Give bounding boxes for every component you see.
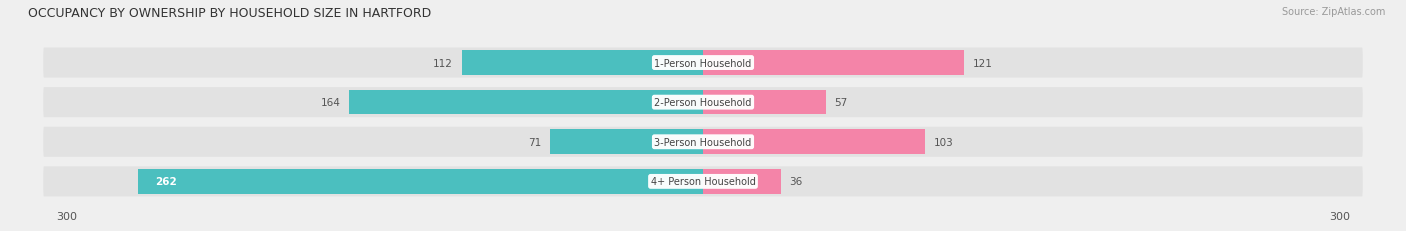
Text: 300: 300: [1329, 211, 1350, 221]
Text: 300: 300: [56, 211, 77, 221]
FancyBboxPatch shape: [44, 48, 1362, 78]
FancyBboxPatch shape: [44, 127, 1362, 157]
Text: OCCUPANCY BY OWNERSHIP BY HOUSEHOLD SIZE IN HARTFORD: OCCUPANCY BY OWNERSHIP BY HOUSEHOLD SIZE…: [28, 7, 432, 20]
Text: 4+ Person Household: 4+ Person Household: [651, 177, 755, 187]
Bar: [703, 169, 780, 194]
Bar: [461, 51, 703, 76]
Bar: [138, 169, 703, 194]
Text: 2-Person Household: 2-Person Household: [654, 98, 752, 108]
Bar: [550, 130, 703, 154]
Text: 71: 71: [529, 137, 541, 147]
Text: 262: 262: [156, 177, 177, 187]
Text: 1-Person Household: 1-Person Household: [654, 58, 752, 68]
Bar: [703, 51, 965, 76]
Bar: [703, 130, 925, 154]
FancyBboxPatch shape: [44, 167, 1362, 197]
Text: 36: 36: [789, 177, 803, 187]
Bar: [703, 91, 825, 115]
Text: 103: 103: [934, 137, 953, 147]
Text: Source: ZipAtlas.com: Source: ZipAtlas.com: [1281, 7, 1385, 17]
Text: 112: 112: [433, 58, 453, 68]
Bar: [350, 91, 703, 115]
FancyBboxPatch shape: [44, 88, 1362, 118]
Text: 121: 121: [973, 58, 993, 68]
Text: 164: 164: [321, 98, 340, 108]
Text: 3-Person Household: 3-Person Household: [654, 137, 752, 147]
Text: 57: 57: [835, 98, 848, 108]
